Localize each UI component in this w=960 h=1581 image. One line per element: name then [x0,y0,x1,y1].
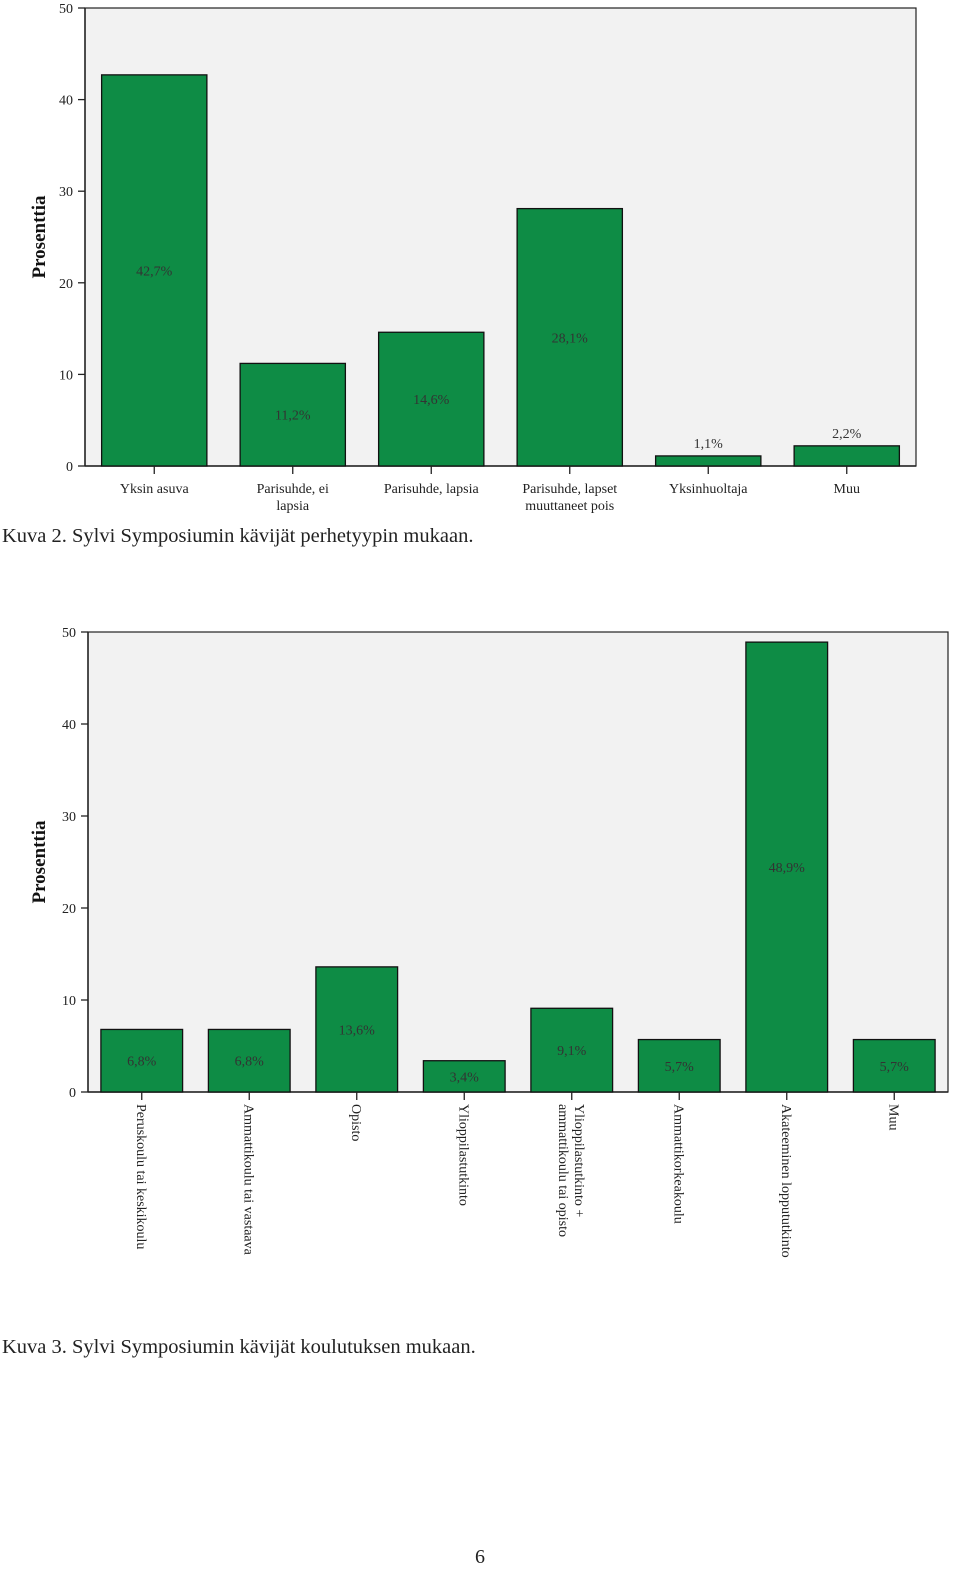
data-label: 1,1% [694,437,724,452]
x-tick-label: Parisuhde, lapsia [384,482,480,497]
bar [852,1038,936,1093]
x-tick-label: Parisuhde, ei [257,482,329,497]
y-axis-title: Prosenttia [29,195,50,279]
data-label: 2,2% [832,427,862,442]
y-tick-label: 30 [59,185,73,200]
x-tick-label: Akateeminen loppututkinto [778,1104,793,1258]
x-tick-label: lapsia [276,499,309,514]
data-label: 3,4% [450,1070,480,1085]
y-tick-label: 40 [62,718,76,733]
y-tick-label: 10 [62,994,76,1009]
page-number: 6 [475,1546,485,1568]
bar [207,1028,291,1093]
data-label: 48,9% [769,861,806,876]
x-tick-label: ammattikoulu tai opisto [555,1104,570,1237]
data-label: 9,1% [557,1044,587,1059]
y-axis-title: Prosenttia [29,820,50,904]
y-tick-label: 0 [69,1086,76,1101]
x-tick-label: Muu [885,1104,900,1130]
bar [422,1060,506,1093]
data-label: 11,2% [275,409,311,424]
bar [745,641,829,1093]
x-tick-label: Ammattikorkeakoulu [670,1104,685,1224]
bar [315,966,399,1093]
x-tick-label: Ammattikoulu tai vastaava [240,1104,255,1256]
plot-area [84,7,917,467]
y-tick-label: 50 [62,626,76,641]
x-tick-label: Opisto [348,1104,363,1141]
chart-perhetyyppi: 0 10 20 30 40 50 Prosenttia 42,7% Yksin asuva 11,… [29,2,917,514]
y-tick-label: 20 [62,902,76,917]
caption-kuva-2: Kuva 2. Sylvi Symposiumin kävijät perhet… [2,525,474,547]
x-tick-label: Peruskoulu tai keskikoulu [133,1104,148,1249]
x-tick-label: muuttaneet pois [525,499,614,514]
y-tick-label: 0 [66,460,73,475]
x-tick-label: Muu [834,482,860,497]
y-tick-label: 30 [62,810,76,825]
x-tick-label: Parisuhde, lapset [522,482,617,497]
data-label: 28,1% [552,331,589,346]
y-tick-label: 10 [59,368,73,383]
data-label: 6,8% [235,1055,265,1070]
bar [530,1007,614,1093]
bar [100,74,208,467]
data-label: 5,7% [880,1060,910,1075]
data-label: 14,6% [413,393,450,408]
bar [793,445,901,467]
caption-kuva-3: Kuva 3. Sylvi Symposiumin kävijät koulut… [2,1336,476,1358]
bar [100,1028,184,1093]
data-label: 42,7% [136,264,173,279]
x-tick-label: Ylioppilastutkinto + [571,1104,586,1217]
y-tick-label: 50 [59,2,73,17]
data-label: 5,7% [665,1060,695,1075]
data-label: 6,8% [127,1055,157,1070]
data-label: 13,6% [339,1023,376,1038]
chart-koulutus: 0 10 20 30 40 50 Prosenttia 6,8% Peruskoulu tai … [29,626,949,1258]
x-tick-label: Yksinhuoltaja [669,482,748,497]
x-tick-label: Yksin asuva [120,482,190,497]
y-tick-label: 40 [59,94,73,109]
bar [654,455,762,467]
bar [516,207,624,467]
y-tick-label: 20 [59,277,73,292]
x-tick-label: Ylioppilastutkinto [455,1104,470,1206]
